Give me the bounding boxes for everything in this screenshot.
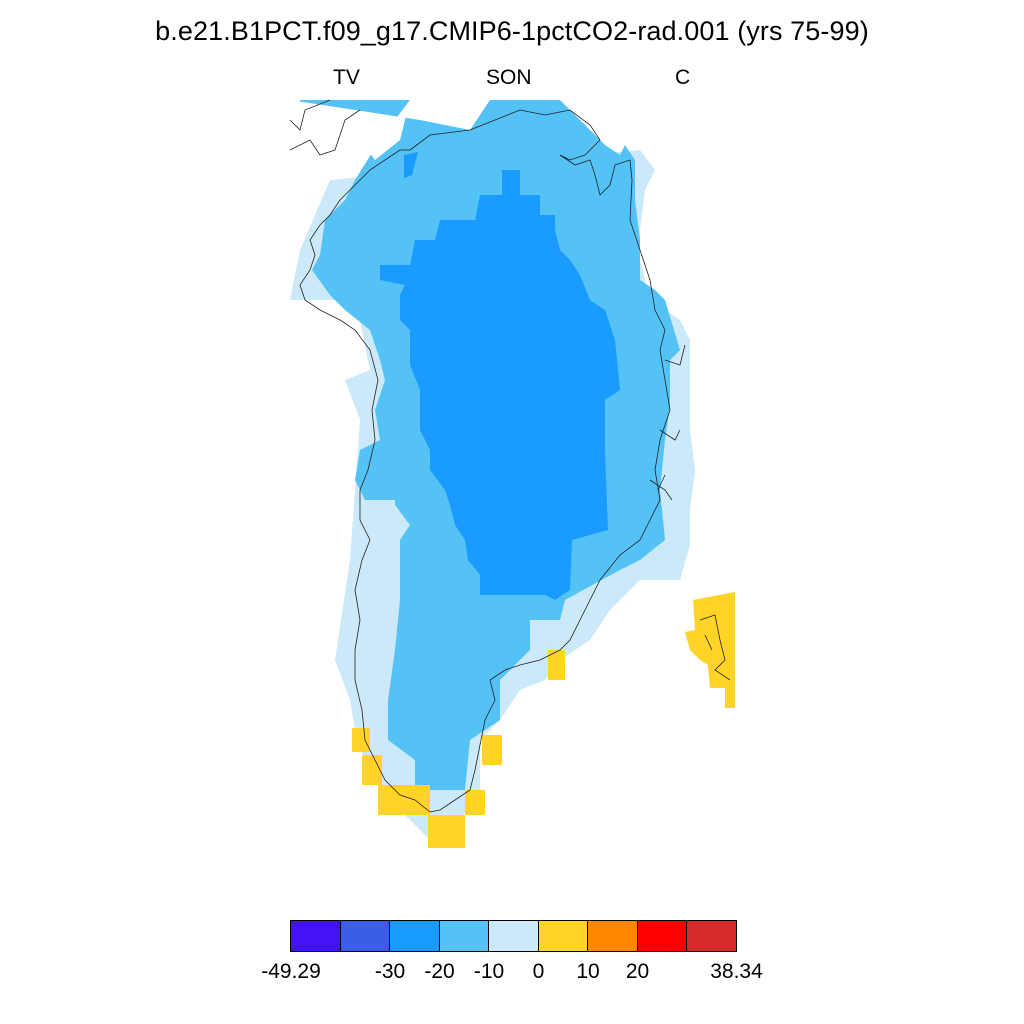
colorbar-swatch-6 [587,920,638,952]
colorbar-swatch-5 [537,920,588,952]
contour-fill-minus30-minus20 [380,170,620,600]
variable-label: TV [333,66,360,89]
colorbar-tick-label: 10 [576,960,600,983]
colorbar-swatch-0 [290,920,341,952]
season-label: SON [486,66,532,89]
colorbar-tick-label: 20 [625,960,650,983]
colorbar-tick-label: 0 [532,960,545,983]
coastline-east-fjords [649,344,731,681]
colorbar-tick-label: -30 [374,960,406,983]
colorbar-swatch-8 [686,920,737,952]
contour-fill-small-minus30-minus20 [404,152,418,178]
colorbar-tick-label: -10 [473,960,505,983]
colorbar-tick-label: 38.34 [710,960,763,983]
contour-fill-0-10 [352,592,735,848]
colorbar-tick-label: -20 [424,960,455,983]
coastline [289,99,671,813]
plot-title: b.e21.B1PCT.f09_g17.CMIP6-1pctCO2-rad.00… [155,16,869,46]
units-label: C [675,66,691,89]
colorbar-swatch-3 [438,920,489,952]
no-data-north-2 [360,100,410,160]
colorbar-swatch-7 [636,920,687,952]
colorbar-swatch-4 [488,920,539,952]
colorbar-swatch-2 [389,920,440,952]
no-data-north-1 [290,100,300,240]
colorbar-tick-label: -49.29 [261,960,321,983]
contour-fill-small-minus10-0 [360,500,395,530]
colorbar-swatch-1 [339,920,390,952]
